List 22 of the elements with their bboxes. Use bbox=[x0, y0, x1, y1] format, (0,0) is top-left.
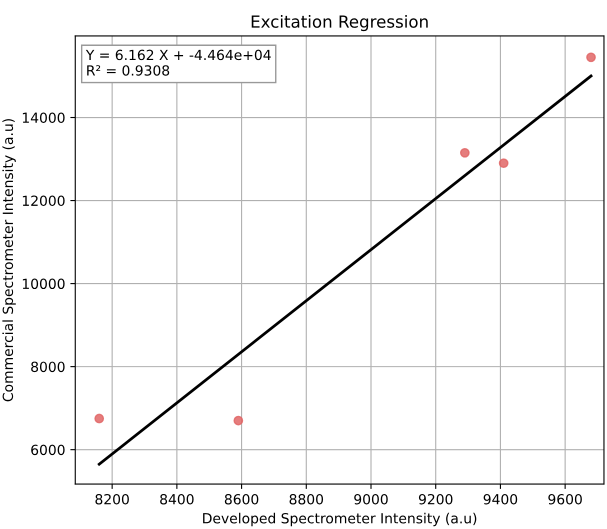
x-tick-label: 8200 bbox=[95, 494, 129, 505]
x-axis-title: Developed Spectrometer Intensity (a.u) bbox=[203, 512, 476, 526]
x-tick-label: 9600 bbox=[548, 494, 582, 505]
y-tick-label: 10000 bbox=[22, 278, 65, 290]
chart-title: Excitation Regression bbox=[252, 14, 428, 32]
x-tick-label: 8400 bbox=[160, 494, 194, 505]
point bbox=[460, 148, 470, 158]
x-tick-label: 8800 bbox=[290, 494, 324, 505]
y-tick-label: 12000 bbox=[22, 196, 65, 206]
point bbox=[498, 158, 509, 168]
y-tick-label: 14000 bbox=[22, 112, 65, 123]
x-tick-label: 8600 bbox=[224, 494, 258, 505]
x-tick-label: 9400 bbox=[484, 494, 518, 505]
point bbox=[94, 414, 104, 424]
x-tick-label: 9000 bbox=[354, 494, 388, 505]
point bbox=[233, 416, 244, 426]
y-tick-label: 8000 bbox=[31, 362, 65, 372]
point bbox=[586, 52, 596, 62]
y-axis-title: Commercial Spectrometer Intensity (a.u) bbox=[2, 119, 16, 402]
x-tick-label: 9200 bbox=[418, 494, 452, 505]
annotation: Y = 6.162 X + -4.464e+04 R² = 0.9308 bbox=[86, 50, 271, 76]
y-tick-label: 6000 bbox=[31, 444, 65, 456]
